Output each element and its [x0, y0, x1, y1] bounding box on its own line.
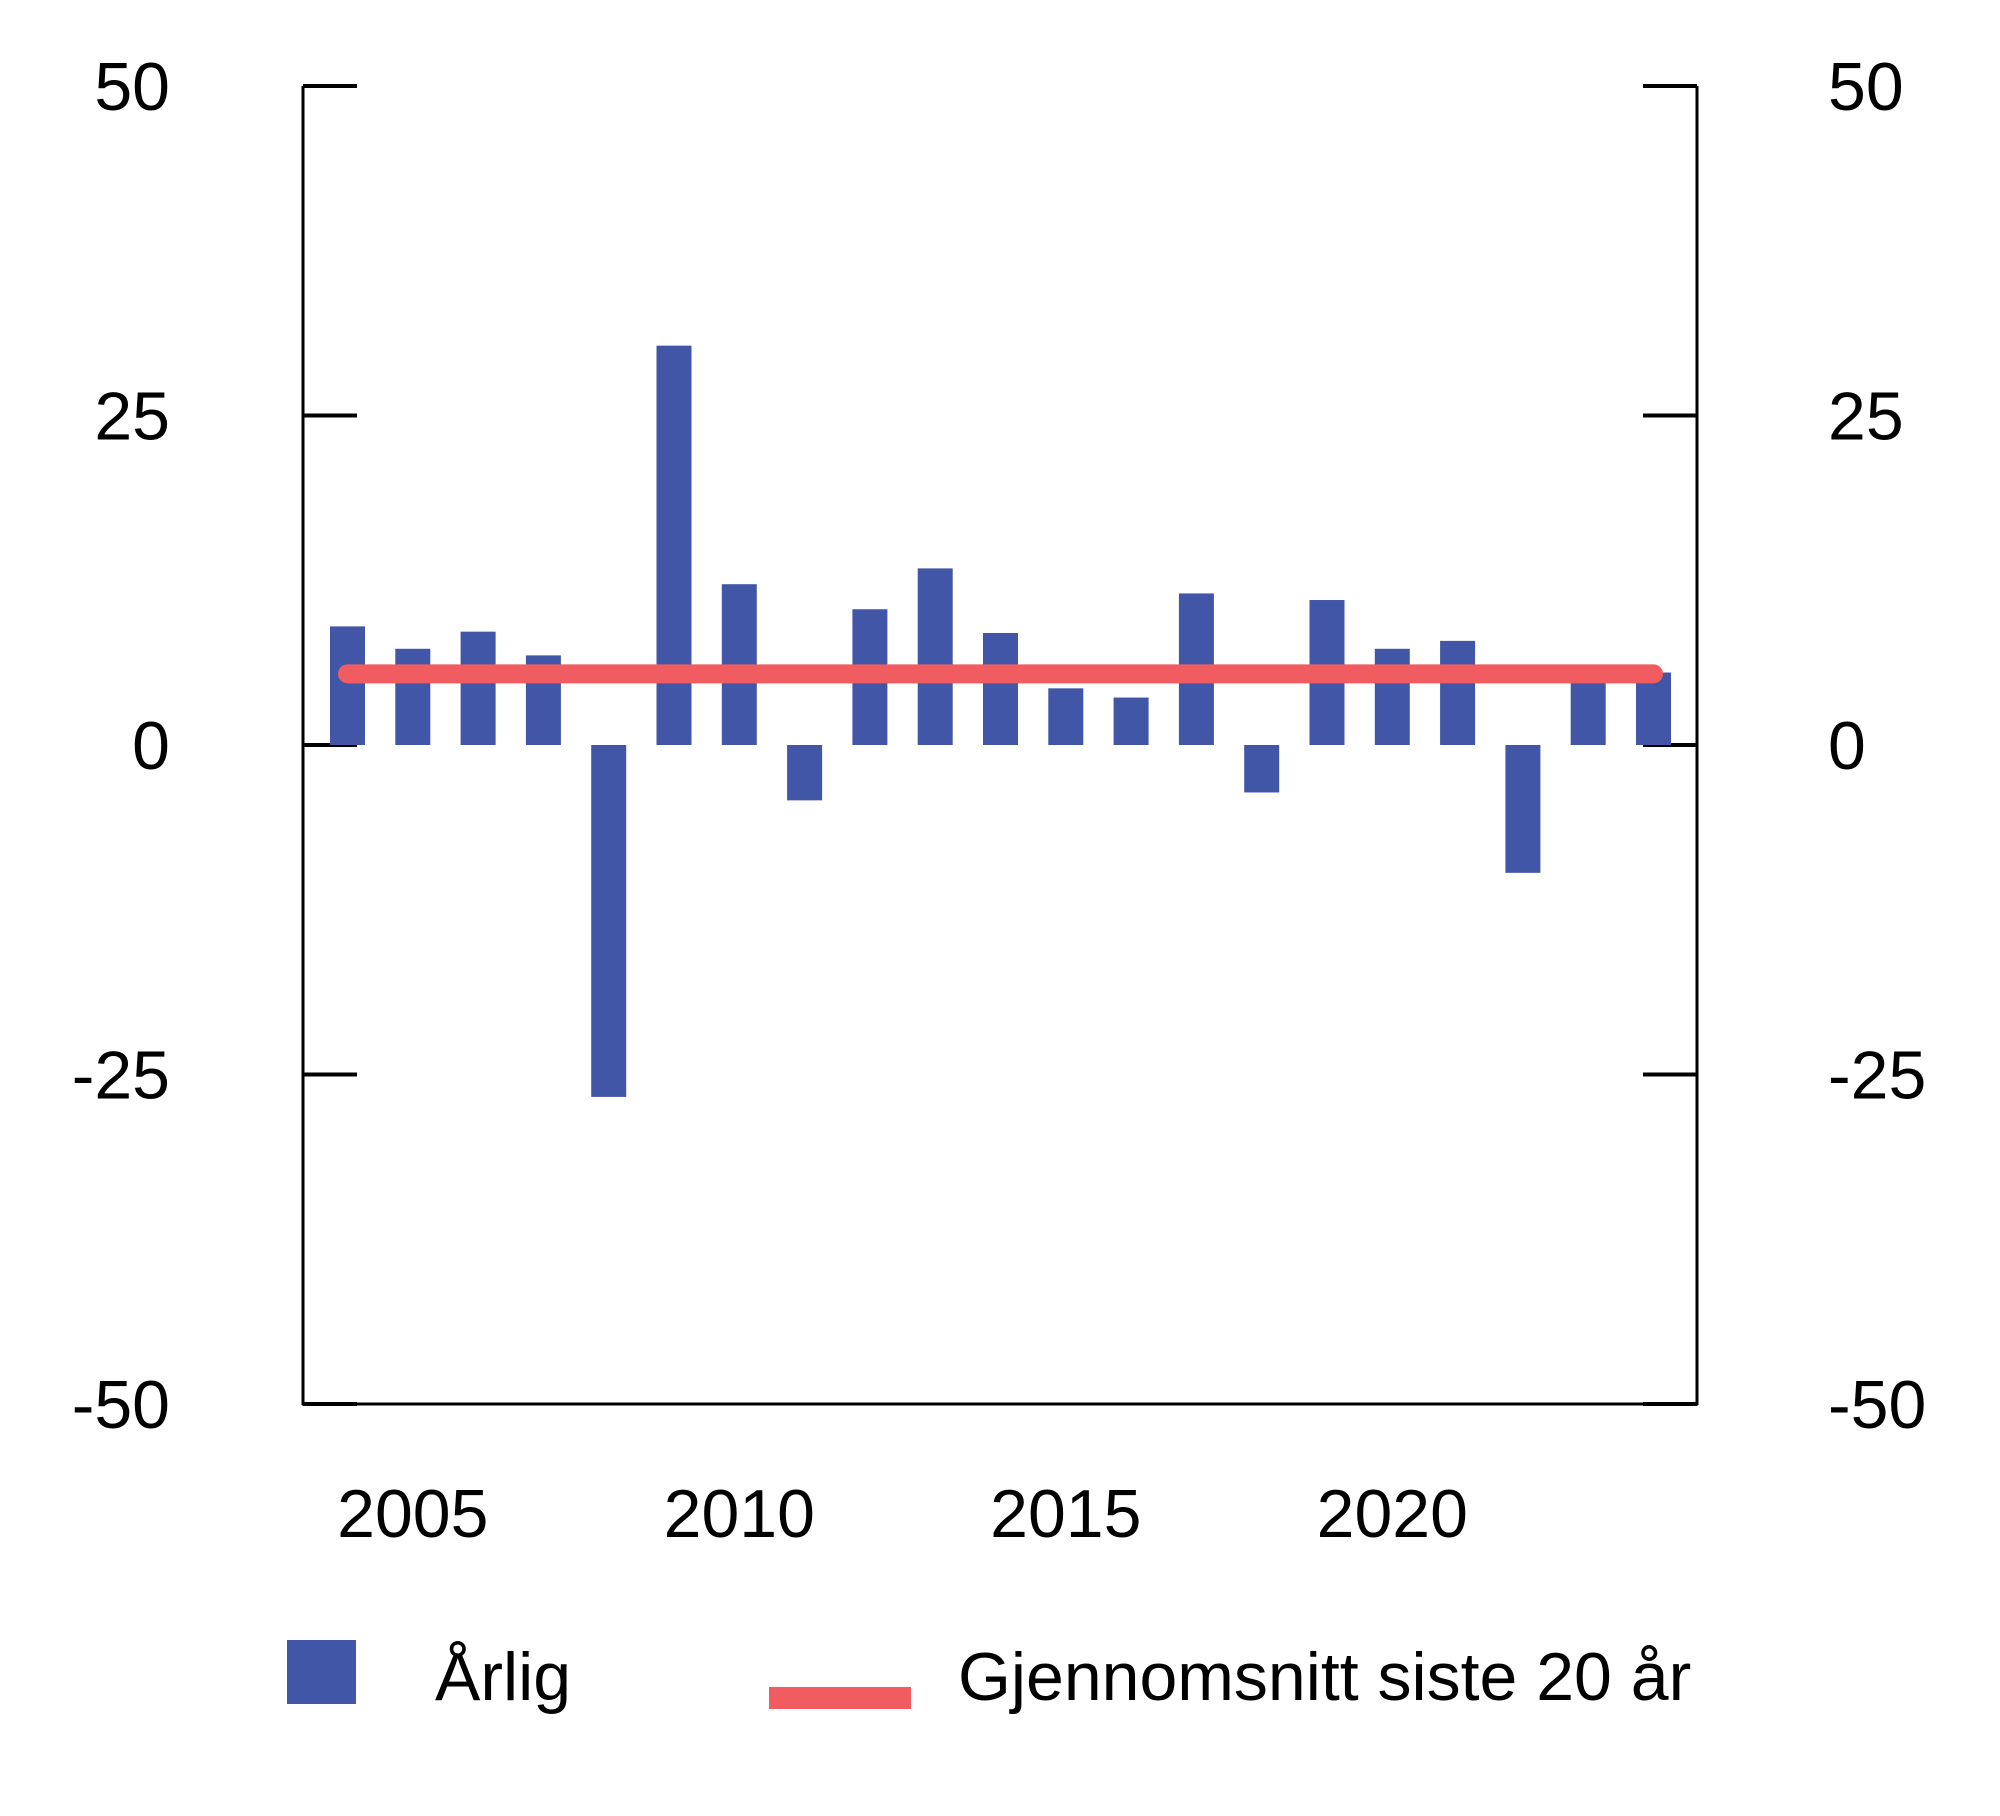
bar-2023: [1570, 679, 1606, 745]
y-axis-label-right: 50: [1828, 49, 1904, 125]
bar-2015: [1048, 688, 1084, 745]
y-axis-label-left: 25: [94, 379, 170, 455]
x-axis-label-2015: 2015: [990, 1476, 1141, 1552]
y-axis-label-right: -25: [1828, 1038, 1926, 1114]
bar-2013: [917, 568, 953, 745]
bar-2005: [395, 648, 431, 745]
y-axis-label-right: 0: [1828, 708, 1866, 784]
x-axis-label-2020: 2020: [1317, 1476, 1468, 1552]
x-axis-label-2010: 2010: [664, 1476, 815, 1552]
bar-2021: [1440, 640, 1476, 745]
y-axis-label-left: -25: [72, 1038, 170, 1114]
bar-2009: [656, 345, 692, 745]
x-axis-label-2005: 2005: [337, 1476, 488, 1552]
y-axis-label-right: 25: [1828, 379, 1904, 455]
bar-2011: [787, 745, 823, 801]
y-axis-label-right: -50: [1828, 1367, 1926, 1443]
y-axis-label-left: -50: [72, 1367, 170, 1443]
bar-2022: [1505, 745, 1541, 873]
bar-2020: [1374, 648, 1410, 745]
bar-2008: [591, 745, 627, 1097]
bar-2018: [1244, 745, 1280, 793]
legend-label-arlig: Årlig: [435, 1639, 572, 1715]
bar-2006: [460, 631, 496, 745]
y-axis-label-left: 50: [94, 49, 170, 125]
legend-swatch-bar: [287, 1640, 356, 1704]
bar-2014: [983, 632, 1018, 745]
bar-2016: [1113, 697, 1149, 745]
legend-label-gjennomsnitt: Gjennomsnitt siste 20 år: [958, 1639, 1692, 1715]
bar-2024: [1636, 672, 1671, 745]
y-axis-label-left: 0: [132, 708, 170, 784]
legend-swatch-average-line: [769, 1687, 911, 1709]
bar-2004: [330, 626, 365, 745]
